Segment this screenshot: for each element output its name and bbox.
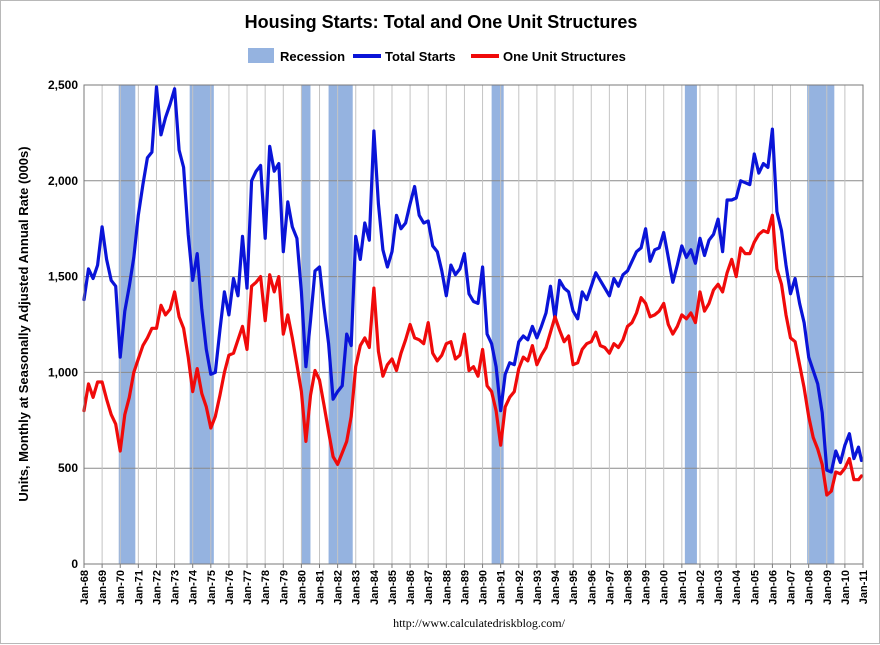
x-tick-label: Jan-74 xyxy=(188,569,200,605)
x-tick-label: Jan-83 xyxy=(351,570,363,605)
total-starts-line xyxy=(82,85,864,474)
series-lines xyxy=(82,85,864,497)
x-tick-label: Jan-01 xyxy=(677,570,689,605)
y-tick-label: 2,000 xyxy=(48,174,78,188)
x-tick-label: Jan-75 xyxy=(206,570,218,605)
x-tick-label: Jan-71 xyxy=(133,570,145,605)
x-tick-label: Jan-04 xyxy=(731,569,743,605)
y-tick-labels: 0 500 1,000 1,500 2,000 2,500 xyxy=(48,78,78,571)
gridlines xyxy=(84,84,863,564)
x-tick-label: Jan-00 xyxy=(659,570,671,605)
x-tick-label: Jan-81 xyxy=(315,570,327,605)
x-tick-label: Jan-95 xyxy=(568,570,580,605)
x-tick-label: Jan-98 xyxy=(622,570,634,605)
x-tick-label: Jan-94 xyxy=(550,569,562,605)
x-tick-label: Jan-02 xyxy=(695,570,707,605)
recession-band xyxy=(328,85,353,564)
legend-total-label: Total Starts xyxy=(385,49,456,64)
x-tick-label: Jan-06 xyxy=(767,570,779,605)
x-tick-label: Jan-84 xyxy=(369,569,381,605)
x-tick-label: Jan-93 xyxy=(532,570,544,605)
y-tick-label: 1,000 xyxy=(48,365,78,379)
chart-title: Housing Starts: Total and One Unit Struc… xyxy=(245,12,638,32)
x-tick-label: Jan-09 xyxy=(822,570,834,605)
x-tick-label: Jan-69 xyxy=(97,570,109,605)
recession-band xyxy=(301,85,311,564)
x-tick-label: Jan-99 xyxy=(641,570,653,605)
x-tick-label: Jan-10 xyxy=(840,570,852,605)
x-tick-label: Jan-72 xyxy=(151,570,163,605)
x-tick-label: Jan-70 xyxy=(115,570,127,605)
recession-band xyxy=(807,85,835,564)
x-tick-label: Jan-87 xyxy=(423,570,435,605)
y-tick-label: 2,500 xyxy=(48,78,78,92)
y-tick-label: 1,500 xyxy=(48,270,78,284)
x-tick-label: Jan-82 xyxy=(333,570,345,605)
recession-band xyxy=(491,85,504,564)
x-tick-label: Jan-96 xyxy=(586,570,598,605)
axes xyxy=(83,84,864,565)
x-tick-label: Jan-80 xyxy=(296,570,308,605)
y-axis-label: Units, Monthly at Seasonally Adjusted An… xyxy=(16,146,31,501)
recession-band xyxy=(684,85,697,564)
x-tick-label: Jan-92 xyxy=(514,570,526,605)
x-tick-label: Jan-85 xyxy=(387,570,399,605)
x-tick-label: Jan-90 xyxy=(478,570,490,605)
recession-band xyxy=(189,85,214,564)
source-url: http://www.calculatedriskblog.com/ xyxy=(393,616,566,630)
x-tick-label: Jan-73 xyxy=(170,570,182,605)
y-tick-label: 500 xyxy=(58,461,78,475)
x-tick-label: Jan-79 xyxy=(278,570,290,605)
x-tick-label: Jan-08 xyxy=(804,570,816,605)
x-tick-label: Jan-76 xyxy=(224,570,236,605)
x-tick-label: Jan-97 xyxy=(604,570,616,605)
y-tick-label: 0 xyxy=(71,557,78,571)
x-tick-label: Jan-88 xyxy=(441,570,453,605)
x-tick-label: Jan-89 xyxy=(459,570,471,605)
recession-band xyxy=(118,85,136,564)
plot-border xyxy=(83,84,864,565)
x-tick-labels: Jan-68 Jan-69 Jan-70 Jan-71 Jan-72 Jan-73 Jan-… xyxy=(79,564,870,605)
legend-oneunit-label: One Unit Structures xyxy=(503,49,626,64)
one-unit-structures-line xyxy=(82,213,864,497)
legend: Recession Total Starts One Unit Structur… xyxy=(248,48,626,64)
x-tick-label: Jan-91 xyxy=(496,570,508,605)
x-tick-label: Jan-77 xyxy=(242,570,254,605)
legend-recession-label: Recession xyxy=(280,49,345,64)
x-tick-label: Jan-78 xyxy=(260,570,272,605)
legend-recession-swatch xyxy=(248,48,274,63)
x-tick-label: Jan-86 xyxy=(405,570,417,605)
x-tick-label: Jan-07 xyxy=(786,570,798,605)
x-tick-label: Jan-03 xyxy=(713,570,725,605)
x-tick-label: Jan-68 xyxy=(79,570,91,605)
x-tick-label: Jan-11 xyxy=(858,570,870,604)
x-tick-label: Jan-05 xyxy=(749,570,761,605)
